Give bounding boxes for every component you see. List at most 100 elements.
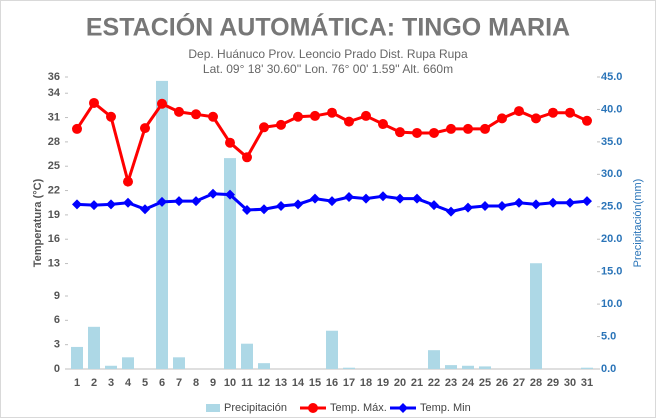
y-tick-label: 36	[48, 71, 60, 83]
x-tick-label: 3	[108, 377, 114, 389]
y-tick-label: 31	[48, 111, 60, 123]
marker	[395, 127, 405, 138]
x-tick-label: 19	[377, 377, 389, 389]
x-tick-label: 25	[479, 377, 491, 389]
marker	[106, 111, 116, 122]
x-tick-label: 9	[210, 377, 216, 389]
marker	[106, 199, 116, 210]
chart-title: ESTACIÓN AUTOMÁTICA: TINGO MARIA	[86, 12, 570, 42]
marker	[429, 127, 439, 138]
marker	[463, 123, 473, 134]
marker	[378, 191, 388, 202]
x-tick-label: 4	[125, 377, 132, 389]
marker	[395, 193, 405, 204]
marker	[174, 196, 184, 207]
y2-tick-label: 30.0	[601, 168, 622, 180]
x-tick-label: 5	[142, 377, 148, 389]
x-tick-label: 28	[530, 377, 542, 389]
marker	[497, 200, 507, 211]
marker	[157, 196, 167, 207]
x-tick-label: 2	[91, 377, 97, 389]
marker	[72, 199, 82, 210]
y2-tick-label: 40.0	[601, 103, 622, 115]
marker	[531, 199, 541, 210]
marker	[276, 119, 286, 130]
x-tick-label: 24	[462, 377, 475, 389]
x-tick-label: 22	[428, 377, 440, 389]
y2-tick-label: 25.0	[601, 201, 622, 213]
marker	[225, 189, 235, 200]
y-tick-label: 28	[48, 136, 60, 148]
y2-tick-label: 45.0	[601, 71, 622, 83]
marker	[565, 197, 575, 208]
marker	[242, 152, 252, 163]
marker	[361, 193, 371, 204]
bar	[173, 357, 185, 369]
x-tick-label: 11	[241, 377, 253, 389]
marker	[310, 193, 320, 204]
marker	[480, 200, 490, 211]
y2-axis-title: Precipitación(mm)	[632, 179, 644, 268]
bar	[479, 366, 491, 369]
x-tick-label: 18	[360, 377, 372, 389]
x-tick-label: 14	[292, 377, 305, 389]
chart-subtitle: Dep. Huánuco Prov. Leoncio Prado Dist. R…	[188, 47, 468, 61]
marker	[548, 197, 558, 208]
marker	[514, 106, 524, 117]
x-tick-label: 27	[513, 377, 525, 389]
marker	[276, 200, 286, 211]
marker	[89, 97, 99, 108]
bar	[156, 80, 168, 369]
bar	[462, 365, 474, 369]
marker	[89, 200, 99, 211]
marker	[123, 197, 133, 208]
y-tick-label: 6	[54, 314, 60, 326]
marker	[565, 107, 575, 118]
marker	[429, 200, 439, 211]
legend-swatch	[206, 404, 220, 412]
bar	[258, 363, 270, 369]
marker	[531, 113, 541, 124]
x-tick-label: 6	[159, 377, 165, 389]
x-tick-label: 29	[547, 377, 559, 389]
x-tick-label: 23	[445, 377, 457, 389]
bar	[122, 357, 134, 369]
bar	[241, 343, 253, 369]
legend-swatch	[398, 403, 408, 413]
marker	[514, 197, 524, 208]
y2-tick-label: 10.0	[601, 298, 622, 310]
y2-tick-label: 35.0	[601, 136, 622, 148]
marker	[327, 196, 337, 207]
legend-swatch	[308, 403, 318, 413]
y-tick-label: 22	[48, 184, 60, 196]
marker	[548, 107, 558, 118]
bar	[326, 330, 338, 369]
marker	[208, 188, 218, 199]
marker	[242, 205, 252, 216]
marker	[412, 193, 422, 204]
marker	[208, 111, 218, 122]
marker	[446, 123, 456, 134]
marker	[259, 122, 269, 133]
y2-tick-label: 0.0	[601, 363, 616, 375]
bar	[581, 367, 593, 369]
marker	[225, 137, 235, 148]
y2-tick-label: 15.0	[601, 266, 622, 278]
marker	[327, 107, 337, 118]
chart-subtitle: Lat. 09° 18' 30.60'' Lon. 76° 00' 1.59''…	[203, 62, 453, 76]
legend-label: Temp. Máx.	[330, 402, 387, 414]
x-tick-label: 30	[564, 377, 576, 389]
marker	[378, 119, 388, 130]
y-tick-label: 0	[54, 363, 60, 375]
y-axis-title: Temperatura (°C)	[32, 178, 44, 267]
marker	[463, 202, 473, 213]
x-tick-label: 12	[258, 377, 270, 389]
y2-tick-label: 20.0	[601, 233, 622, 245]
bar	[105, 365, 117, 369]
marker	[293, 111, 303, 122]
marker	[123, 176, 133, 187]
x-tick-label: 13	[275, 377, 287, 389]
marker	[310, 110, 320, 121]
bar	[88, 326, 100, 369]
